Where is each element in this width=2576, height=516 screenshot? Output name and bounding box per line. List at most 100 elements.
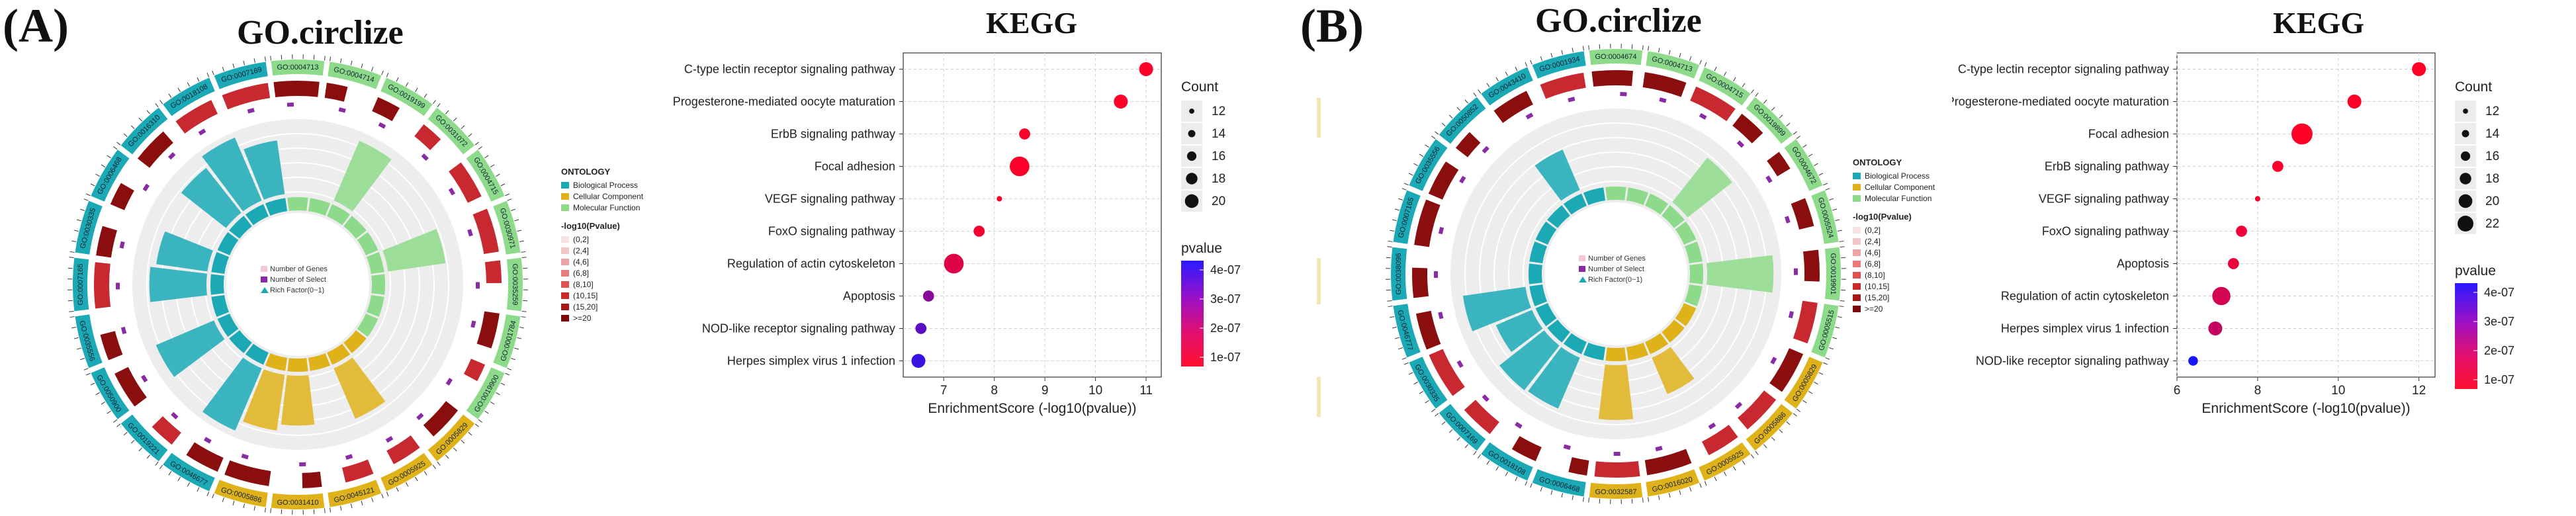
outer-tick bbox=[1733, 77, 1736, 82]
outer-tick bbox=[1495, 466, 1499, 471]
outer-tick bbox=[324, 56, 326, 61]
go-term-segment bbox=[1481, 442, 1533, 481]
category-inner-segment bbox=[1547, 320, 1570, 343]
outer-tick bbox=[138, 117, 143, 122]
outer-tick bbox=[187, 82, 191, 87]
gene-count-bar bbox=[1644, 449, 1692, 476]
outer-tick bbox=[1755, 93, 1759, 97]
outer-tick bbox=[197, 487, 200, 492]
outer-tick bbox=[1505, 472, 1509, 476]
outer-tick bbox=[1786, 122, 1791, 127]
size-legend-label: 20 bbox=[1212, 194, 1225, 208]
select-mark bbox=[168, 152, 176, 160]
outer-tick bbox=[1486, 83, 1490, 87]
y-tick-label: NOD-like receptor signaling pathway bbox=[1976, 355, 2169, 368]
select-mark bbox=[378, 122, 386, 129]
rich-factor-bar bbox=[1652, 347, 1695, 394]
outer-tick bbox=[432, 100, 436, 105]
rich-factor-bar bbox=[202, 357, 262, 431]
outer-tick bbox=[461, 439, 465, 444]
select-mark bbox=[1770, 357, 1777, 365]
y-tick-label: Herpes simplex virus 1 infection bbox=[2001, 322, 2169, 335]
outer-tick bbox=[1642, 497, 1644, 503]
go-term-segment bbox=[1439, 404, 1486, 451]
x-tick-label: 7 bbox=[940, 384, 948, 398]
gene-count-bar bbox=[1791, 198, 1814, 230]
select-mark bbox=[1563, 444, 1571, 451]
pbin-label: (2,4] bbox=[573, 245, 590, 255]
go-term-label: GO:0031410 bbox=[277, 499, 319, 507]
outer-tick bbox=[381, 494, 384, 499]
y-tick-label: C-type lectin receptor signaling pathway bbox=[684, 63, 895, 76]
outer-tick bbox=[1401, 188, 1407, 191]
outer-tick bbox=[507, 368, 512, 370]
color-legend-label: 2e-07 bbox=[1210, 322, 1241, 335]
go-term-segment bbox=[493, 314, 521, 368]
gene-count-bar bbox=[449, 162, 482, 203]
outer-tick bbox=[243, 60, 245, 65]
category-inner-segment bbox=[287, 358, 308, 372]
outer-tick bbox=[507, 198, 512, 201]
select-mark bbox=[1793, 268, 1799, 275]
outer-tick bbox=[468, 431, 472, 436]
go-term-segment bbox=[506, 257, 523, 312]
category-inner-segment bbox=[327, 343, 351, 365]
outer-tick bbox=[496, 392, 500, 396]
gene-count-bar bbox=[372, 97, 400, 122]
data-point bbox=[1019, 128, 1030, 140]
gene-count-bar bbox=[1802, 249, 1820, 282]
go-term-segment bbox=[466, 150, 505, 202]
go-term-segment bbox=[120, 414, 168, 462]
y-tick-label: NOD-like receptor signaling pathway bbox=[702, 322, 895, 335]
go-term-segment bbox=[1409, 357, 1448, 409]
outer-tick bbox=[155, 103, 159, 108]
inner-legend-label: Number of Genes bbox=[270, 265, 328, 273]
outer-tick bbox=[187, 482, 191, 487]
rich-factor-bar bbox=[382, 229, 446, 272]
category-inner-segment bbox=[1535, 303, 1557, 327]
outer-tick bbox=[197, 77, 200, 82]
color-legend-label: 4e-07 bbox=[1210, 263, 1241, 277]
plot-area bbox=[2176, 52, 2436, 378]
go-term-segment bbox=[1532, 469, 1586, 497]
rich-factor-bar bbox=[333, 140, 392, 212]
pbin-label: (8,10] bbox=[1865, 270, 1885, 280]
outer-tick bbox=[243, 503, 245, 509]
size-legend-dot bbox=[1188, 130, 1196, 138]
outer-tick bbox=[1473, 451, 1477, 455]
go-term-segment bbox=[1784, 357, 1823, 409]
rich-factor-bar bbox=[1534, 150, 1580, 201]
gene-count-bar bbox=[273, 81, 320, 98]
outer-tick bbox=[490, 402, 495, 405]
outer-tick bbox=[253, 505, 255, 511]
size-legend-dot bbox=[1186, 173, 1198, 185]
outer-tick bbox=[146, 454, 151, 459]
size-legend-label: 20 bbox=[2485, 194, 2499, 208]
size-legend-title: Count bbox=[1181, 79, 1218, 95]
y-tick-label: Regulation of actin cytoskeleton bbox=[727, 257, 895, 271]
go-term-label: GO:0038096 bbox=[1395, 253, 1403, 295]
rich-factor-bar bbox=[156, 231, 213, 272]
pbin-label: (6,8] bbox=[1865, 259, 1881, 269]
gene-count-bar bbox=[1412, 267, 1429, 298]
select-mark bbox=[1708, 422, 1716, 430]
outer-tick bbox=[1689, 487, 1692, 492]
x-tick-label: 12 bbox=[2412, 384, 2426, 398]
category-inner-segment bbox=[1605, 187, 1626, 200]
outer-tick bbox=[85, 193, 91, 196]
go-term-segment bbox=[91, 150, 130, 202]
outer-tick bbox=[1704, 62, 1707, 67]
go-legend-a: ONTOLOGY Biological Process Cellular Com… bbox=[561, 165, 643, 323]
category-inner-segment bbox=[357, 232, 378, 255]
gene-count-bar bbox=[175, 100, 218, 134]
outer-tick bbox=[1699, 60, 1702, 65]
category-inner-segment bbox=[245, 204, 269, 226]
category-inner-segment bbox=[1563, 333, 1587, 355]
size-legend-title: Count bbox=[2455, 79, 2492, 95]
outer-tick bbox=[1642, 45, 1644, 50]
select-mark bbox=[1433, 271, 1439, 279]
y-tick-label: Apoptosis bbox=[843, 290, 895, 303]
y-tick-label: Apoptosis bbox=[2117, 257, 2169, 271]
category-inner-segment bbox=[1662, 320, 1685, 343]
outer-tick bbox=[1750, 89, 1754, 94]
